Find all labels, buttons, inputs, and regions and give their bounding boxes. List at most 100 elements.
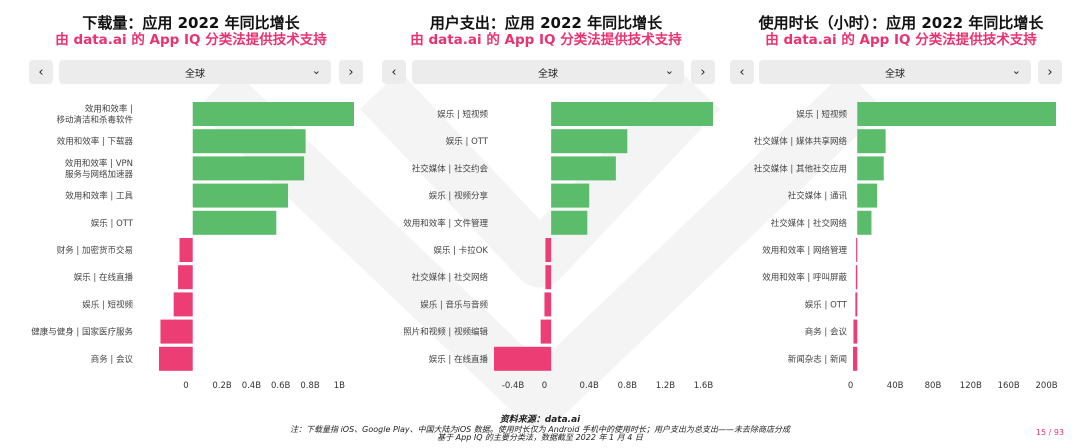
chevron-left-icon: ‹ — [38, 64, 44, 80]
category-label-line: 效用和效率 | 工具 — [65, 191, 133, 202]
category-label: 娱乐 | 短视频 — [82, 299, 133, 310]
category-label: 商务 | 会议 — [91, 354, 134, 365]
bar — [857, 210, 872, 235]
tick-label: 0.8B — [618, 381, 638, 391]
bar — [192, 102, 354, 126]
chevron-right-icon: › — [348, 64, 354, 80]
prev-button[interactable]: ‹ — [29, 60, 53, 84]
tick-label: -0.4B — [502, 381, 525, 391]
category-label-line: 效用和效率 | VPN — [65, 158, 133, 169]
category-label: 效用和效率 | 网络管理 — [762, 245, 847, 256]
tick-label: 1.6B — [694, 381, 714, 391]
category-label-line: 娱乐 | 在线直播 — [74, 272, 134, 283]
bar — [192, 129, 306, 154]
category-label: 社交媒体 | 其他社交应用 — [754, 163, 847, 174]
category-label: 效用和效率 | 文件管理 — [403, 218, 488, 229]
bar — [855, 292, 858, 317]
category-label-line: 社交媒体 | 其他社交应用 — [754, 163, 847, 174]
category-label: 财务 | 加密货币交易 — [57, 245, 133, 256]
category-label: 娱乐 | 卡拉OK — [433, 245, 488, 256]
chevron-down-icon: ⌄ — [664, 64, 674, 77]
source-note: 资料来源：data.ai — [499, 415, 581, 425]
category-label: 社交媒体 | 社交网络 — [412, 272, 489, 283]
dropdown-value: 全球 — [885, 68, 905, 80]
category-label: 照片和视频 | 视频编辑 — [403, 327, 488, 338]
panel-title: 下载量：应用 2022 年同比增长 — [82, 14, 300, 32]
category-label-line: 娱乐 | 音乐与音频 — [420, 299, 488, 310]
chevron-left-icon: ‹ — [391, 64, 397, 80]
bar — [544, 292, 552, 317]
category-label: 新闻杂志 | 新闻 — [788, 354, 847, 365]
category-label-line: 社交媒体 | 社交约会 — [412, 163, 489, 174]
category-label-line: 服务与网络加速器 — [65, 169, 134, 180]
prev-button[interactable]: ‹ — [382, 60, 406, 84]
tick-label: 80B — [925, 381, 942, 391]
category-label-line: 商务 | 会议 — [91, 354, 134, 365]
category-label-line: 娱乐 | OTT — [91, 218, 134, 229]
bar — [857, 129, 886, 154]
category-label-line: 娱乐 | 视频分享 — [429, 191, 489, 202]
bar — [856, 238, 858, 262]
category-label: 娱乐 | OTT — [91, 218, 134, 229]
next-button[interactable]: › — [339, 60, 363, 84]
tick-label: 0.4B — [580, 381, 600, 391]
tick-label: 0.4B — [242, 381, 262, 391]
bar — [855, 265, 858, 290]
tick-label: 200B — [1036, 381, 1058, 391]
chevron-right-icon: › — [1047, 64, 1053, 80]
category-label-line: 社交媒体 | 社交网络 — [771, 218, 848, 229]
next-button[interactable]: › — [1038, 60, 1062, 84]
category-label-line: 娱乐 | 短视频 — [82, 299, 133, 310]
bar — [551, 129, 628, 154]
bar — [192, 156, 305, 181]
category-label: 娱乐 | 音乐与音频 — [420, 299, 488, 310]
category-label-line: 照片和视频 | 视频编辑 — [403, 327, 488, 338]
category-label-line: 财务 | 加密货币交易 — [57, 245, 133, 256]
bar — [545, 238, 552, 262]
category-label: 娱乐 | 视频分享 — [429, 191, 489, 202]
bar — [494, 346, 552, 371]
prev-button[interactable]: ‹ — [730, 60, 754, 84]
bar — [179, 238, 193, 262]
bar — [192, 183, 289, 208]
region-dropdown[interactable]: 全球 ⌄ — [59, 60, 331, 84]
chevron-left-icon: ‹ — [739, 64, 745, 80]
category-label: 效用和效率 | VPN 服务与网络加速器 — [65, 158, 134, 180]
tick-label: 40B — [887, 381, 904, 391]
tick-label: 0.8B — [300, 381, 320, 391]
bar — [540, 319, 552, 344]
bar — [857, 183, 878, 208]
panel-subtitle: 由 data.ai 的 App IQ 分类法提供技术支持 — [55, 32, 327, 48]
tick-label: 0.2B — [212, 381, 232, 391]
category-label: 健康与健身 | 国家医疗服务 — [31, 327, 133, 338]
dropdown-value: 全球 — [185, 68, 205, 80]
bar — [857, 102, 1056, 126]
footnote-2: 基于 App IQ 的主要分类法，数据截至 2022 年 1 月 4 日 — [437, 433, 643, 442]
bar — [545, 265, 552, 290]
category-label: 效用和效率 | 工具 — [65, 191, 133, 202]
bar — [192, 210, 277, 235]
tick-label: 160B — [998, 381, 1020, 391]
panel-title: 使用时长（小时）：应用 2022 年同比增长 — [758, 14, 1044, 32]
category-label-line: 移动清洁和杀毒软件 — [56, 115, 133, 126]
dropdown-value: 全球 — [538, 68, 558, 80]
region-dropdown[interactable]: 全球 ⌄ — [412, 60, 684, 84]
category-label-line: 社交媒体 | 通讯 — [788, 191, 848, 202]
category-label: 社交媒体 | 媒体共享网络 — [754, 136, 848, 147]
category-label-line: 新闻杂志 | 新闻 — [788, 354, 847, 365]
category-label-line: 商务 | 会议 — [805, 327, 848, 338]
category-label: 商务 | 会议 — [805, 327, 848, 338]
bar — [857, 156, 884, 181]
bar — [178, 265, 193, 290]
region-dropdown[interactable]: 全球 ⌄ — [759, 60, 1031, 84]
panel-title: 用户支出：应用 2022 年同比增长 — [429, 14, 663, 32]
category-label: 效用和效率 | 呼叫屏蔽 — [762, 272, 847, 283]
category-label-line: 娱乐 | 短视频 — [437, 109, 488, 120]
panel-subtitle: 由 data.ai 的 App IQ 分类法提供技术支持 — [765, 32, 1037, 48]
panel-downloads: 下载量：应用 2022 年同比增长 由 data.ai 的 App IQ 分类法… — [0, 0, 368, 400]
bar — [173, 292, 193, 317]
next-button[interactable]: › — [691, 60, 715, 84]
bar — [853, 319, 858, 344]
